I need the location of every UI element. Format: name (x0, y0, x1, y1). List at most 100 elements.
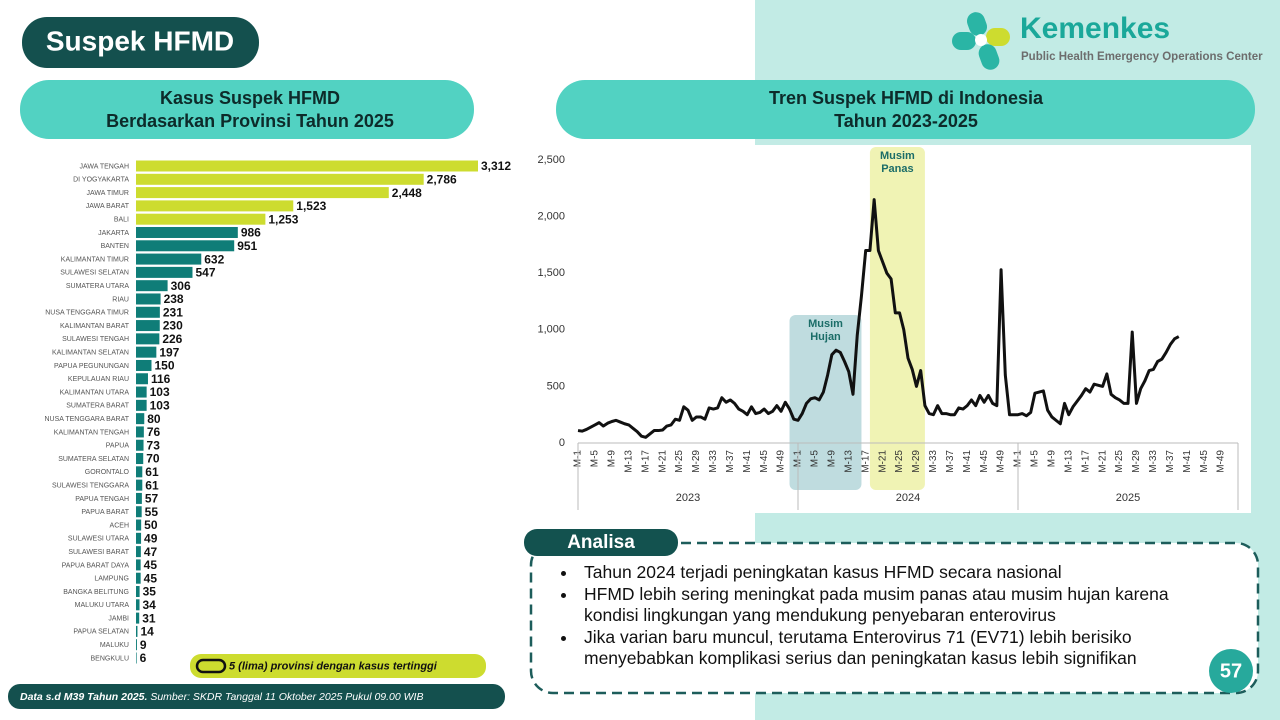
value-label: 70 (146, 452, 160, 466)
season-label: Musim (808, 318, 843, 330)
value-label: 55 (145, 505, 159, 519)
bar (136, 386, 147, 398)
x-tick-label: M-45 (979, 450, 990, 473)
bar (136, 599, 140, 611)
chart-title: Tren Suspek HFMD di Indonesia (769, 88, 1044, 108)
category-label: MALUKU (100, 642, 129, 649)
y-tick-label: 1,500 (537, 267, 565, 279)
x-tick-label: M-29 (1131, 450, 1142, 473)
x-tick-label: M-5 (1030, 450, 1041, 468)
bar (136, 479, 143, 491)
value-label: 150 (154, 359, 174, 373)
bar (136, 320, 160, 332)
legend-swatch (195, 658, 227, 674)
category-label: JAMBI (108, 615, 129, 622)
value-label: 73 (147, 438, 161, 452)
value-label: 45 (144, 558, 158, 572)
value-label: 49 (144, 531, 158, 545)
category-label: JAWA BARAT (86, 203, 130, 210)
bar (136, 160, 478, 172)
value-label: 57 (145, 492, 159, 506)
chart-title-pill (20, 80, 474, 139)
bar (136, 399, 147, 411)
category-label: NUSA TENGGARA TIMUR (45, 310, 129, 317)
x-tick-label: M-13 (1063, 450, 1074, 473)
x-tick-label: M-33 (928, 450, 939, 473)
group-label: 2025 (1116, 492, 1140, 504)
analysis-title: Analisa (567, 532, 635, 553)
chart-title: Berdasarkan Provinsi Tahun 2025 (106, 111, 394, 131)
value-label: 231 (163, 305, 183, 319)
bar (136, 226, 238, 238)
category-label: LAMPUNG (94, 576, 129, 583)
x-tick-label: M-33 (708, 450, 719, 473)
category-label: BANTEN (101, 243, 129, 250)
bar (136, 572, 141, 584)
bar (136, 519, 142, 531)
value-label: 31 (142, 611, 156, 625)
value-label: 9 (140, 638, 147, 652)
x-tick-label: M-45 (759, 450, 770, 473)
value-label: 1,253 (268, 212, 298, 226)
x-tick-label: M-41 (962, 450, 973, 473)
value-label: 35 (143, 585, 157, 599)
x-tick-label: M-9 (606, 450, 617, 468)
bar (136, 506, 142, 518)
category-label: PAPUA BARAT DAYA (62, 562, 130, 569)
x-tick-label: M-9 (826, 450, 837, 468)
x-tick-label: M-17 (640, 450, 651, 473)
category-label: PAPUA PEGUNUNGAN (54, 363, 129, 370)
group-label: 2023 (676, 492, 700, 504)
x-tick-label: M-17 (860, 450, 871, 473)
bar (136, 333, 160, 345)
logo-name: Kemenkes (1020, 12, 1170, 45)
footer-pill (8, 684, 505, 709)
value-label: 230 (163, 319, 183, 333)
category-label: SULAWESI UTARA (68, 536, 129, 543)
bullets: Tahun 2024 terjadi peningkatan kasus HFM… (548, 562, 1208, 670)
bar (136, 240, 235, 252)
category-label: JAWA TIMUR (86, 190, 129, 197)
y-tick-label: 0 (559, 437, 565, 449)
logo-subtitle: Public Health Emergency Operations Cente… (1021, 51, 1263, 63)
value-label: 238 (164, 292, 184, 306)
y-tick-label: 500 (547, 380, 565, 392)
chart-title: Tahun 2023-2025 (834, 111, 978, 131)
group-label: 2024 (896, 492, 920, 504)
category-label: SUMATERA UTARA (66, 283, 129, 290)
bar (136, 639, 137, 651)
x-tick-label: M-25 (1114, 450, 1125, 473)
value-label: 986 (241, 226, 261, 240)
x-tick-label: M-41 (1182, 450, 1193, 473)
value-label: 3,312 (481, 159, 511, 173)
y-tick-label: 2,000 (537, 211, 565, 223)
bar (136, 200, 294, 212)
bar (136, 612, 140, 624)
x-tick-label: M-49 (1216, 450, 1227, 473)
x-tick-label: M-13 (623, 450, 634, 473)
category-label: BANGKA BELITUNG (63, 589, 129, 596)
category-label: MALUKU UTARA (75, 602, 130, 609)
bar (136, 266, 193, 278)
y-tick-label: 2,500 (537, 154, 565, 166)
value-label: 80 (147, 412, 161, 426)
x-tick-label: M-41 (742, 450, 753, 473)
value-label: 14 (140, 625, 154, 639)
category-label: SULAWESI TENGAH (62, 336, 129, 343)
bar (136, 439, 144, 451)
category-label: GORONTALO (85, 469, 130, 476)
x-tick-label: M-49 (776, 450, 787, 473)
bar (136, 426, 144, 438)
x-tick-label: M-37 (1165, 450, 1176, 473)
value-label: 116 (151, 372, 171, 386)
season-band (869, 147, 925, 490)
category-label: SUMATERA SELATAN (58, 456, 129, 463)
x-tick-label: M-37 (945, 450, 956, 473)
category-label: JAWA TENGAH (79, 163, 129, 170)
slide-title: Suspek HFMD (46, 25, 234, 56)
footer-note: Data s.d M39 Tahun 2025. (20, 691, 147, 703)
bar (136, 453, 144, 465)
value-label: 61 (145, 465, 159, 479)
